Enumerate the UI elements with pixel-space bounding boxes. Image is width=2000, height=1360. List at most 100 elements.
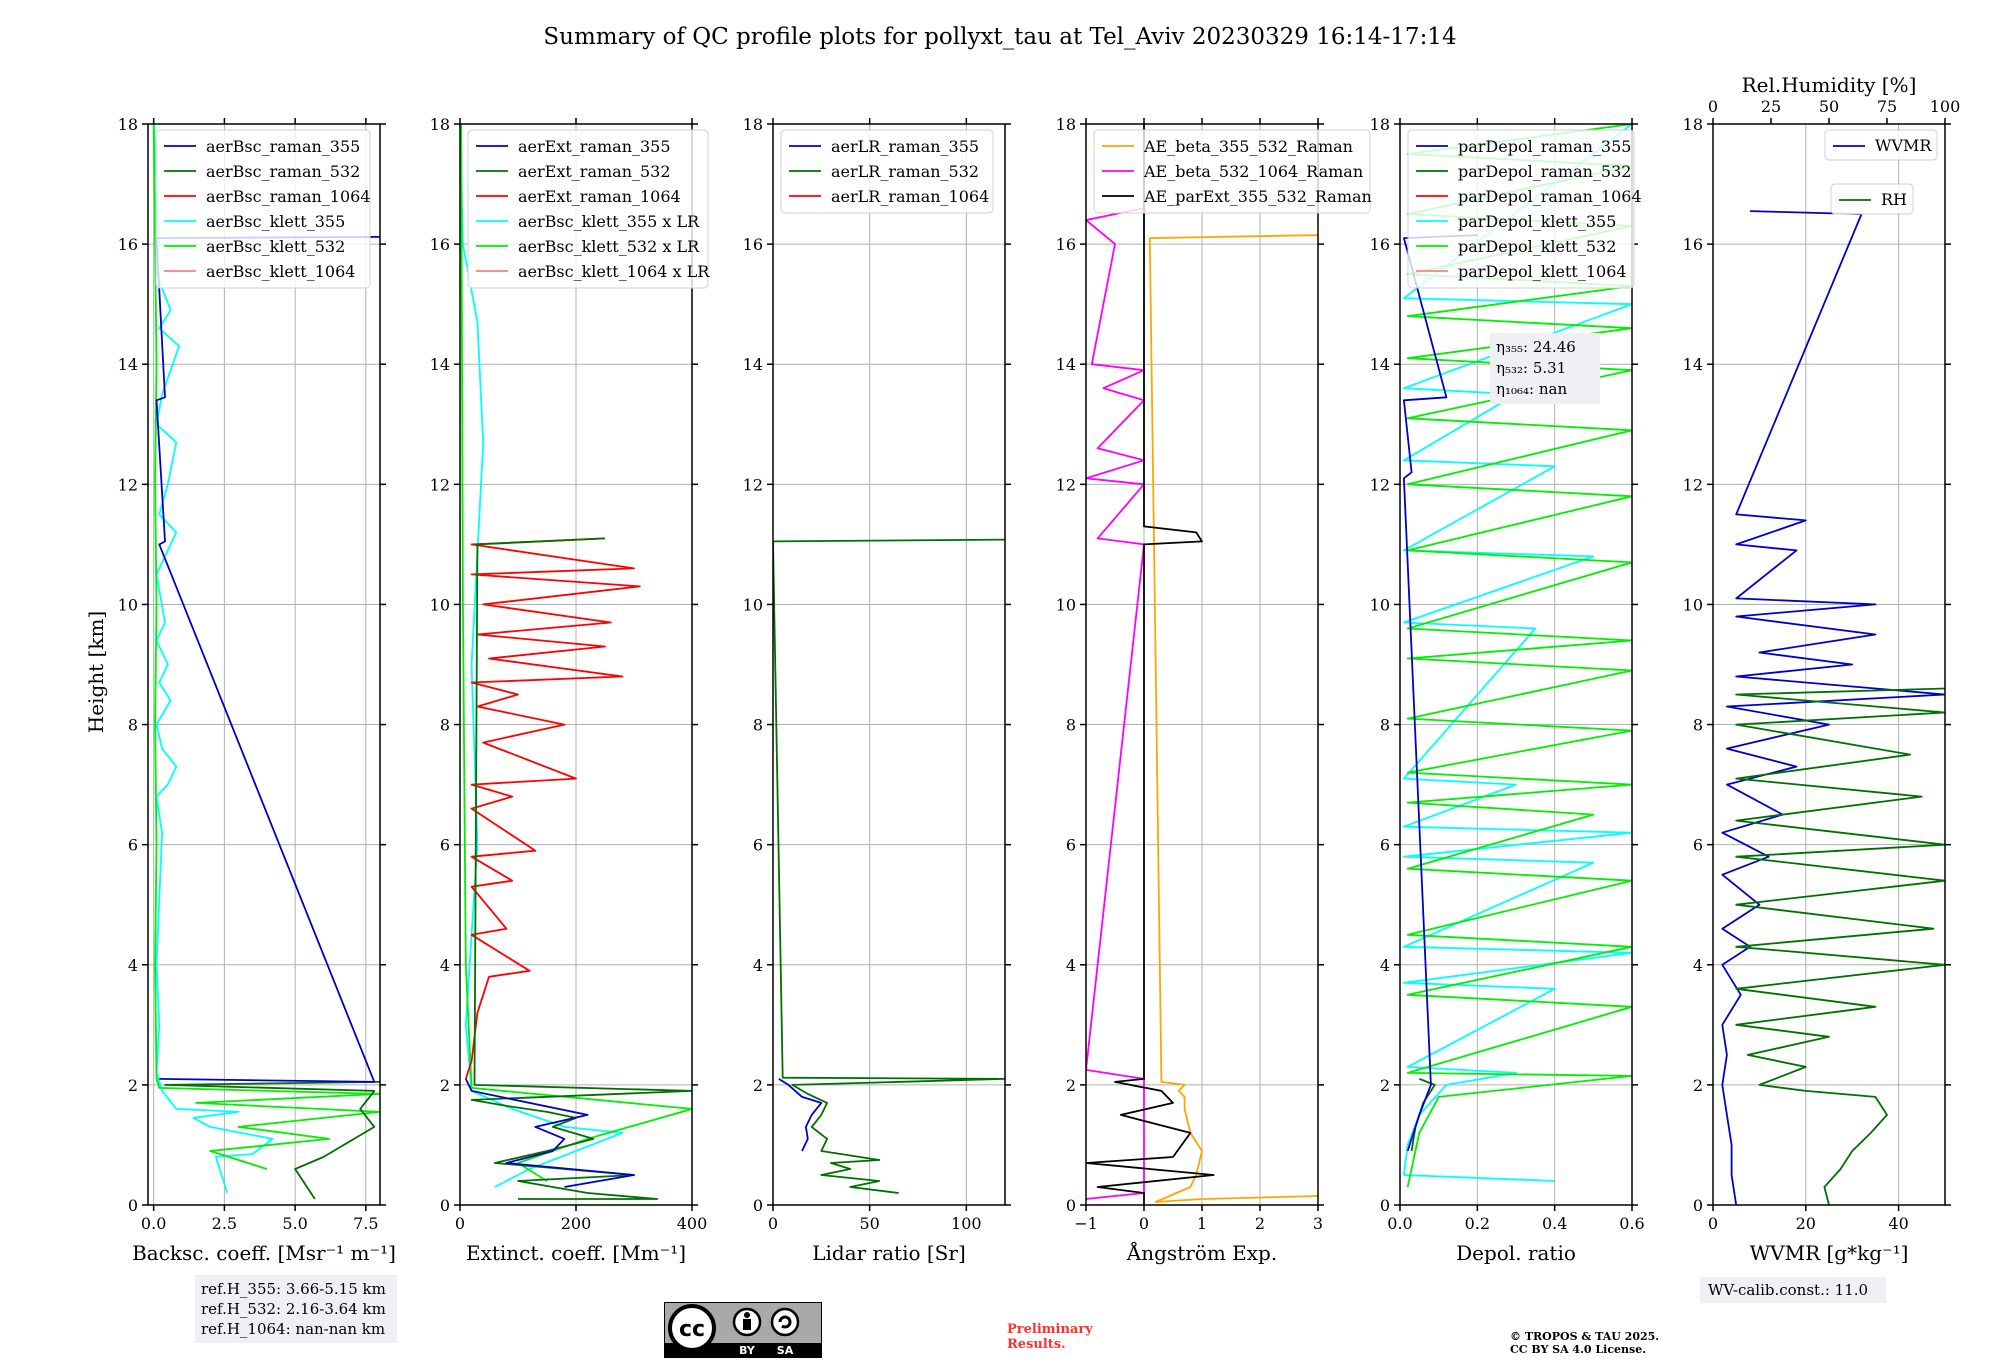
panel-extinction: 0 200 400 0 2 4 6 8 10 12 14 16 18 Extinct. coeff. [M… (430, 115, 711, 1265)
preliminary-notice: Preliminary Results. (1007, 1322, 1093, 1352)
x-tick-label: 0.0 (1387, 1214, 1412, 1233)
x-tick-label: 50 (859, 1214, 879, 1233)
y-tick-label: 8 (128, 716, 138, 735)
x-tick-label: 0 (768, 1214, 778, 1233)
secondary-x-tick-label: 75 (1877, 97, 1897, 116)
panel-backscatter: 0.0 2.5 5.0 7.5 0 2 4 6 8 10 12 14 16 18 Backsc. coeff… (118, 115, 396, 1265)
y-tick-label: 2 (1066, 1076, 1076, 1095)
legend-label-AE_beta_532_1064_Raman: AE_beta_532_1064_Raman (1143, 162, 1363, 181)
legend-box (1824, 129, 1938, 161)
series-parDepol_klett_355 (1403, 124, 1632, 1182)
x-tick-label: 20 (1796, 1214, 1816, 1233)
plot-frame (1399, 123, 1633, 1206)
cc-logo-icon (668, 1304, 716, 1352)
y-tick-label: 16 (743, 235, 763, 254)
y-tick-label: 14 (743, 355, 763, 374)
sa-share-icon (770, 1307, 800, 1337)
secondary-x-tick-label: 0 (1708, 97, 1718, 116)
legend-label-parDepol_klett_532: parDepol_klett_532 (1458, 237, 1616, 256)
y-tick-label: 6 (1380, 836, 1390, 855)
legend-label-aerBsc_raman_1064: aerBsc_raman_1064 (206, 187, 371, 206)
y-tick-label: 8 (1380, 716, 1390, 735)
series-aerBsc_klett_355 x LR (460, 124, 624, 1188)
y-tick-label: 10 (743, 595, 763, 614)
wv-calib-const: WV-calib.const.: 11.0 (1708, 1281, 1869, 1299)
y-tick-label: 12 (1370, 475, 1390, 494)
x-tick-label: 7.5 (353, 1214, 378, 1233)
y-tick-label: 8 (440, 716, 450, 735)
cc-by-sa-badge: cc BY SA (664, 1302, 822, 1358)
x-tick-label: 40 (1888, 1214, 1908, 1233)
series-aerBsc_raman_355 (155, 236, 380, 1083)
legend-label-aerBsc_klett_1064: aerBsc_klett_1064 (206, 262, 355, 281)
x-axis-label: Depol. ratio (1456, 1241, 1576, 1265)
y-tick-label: 4 (1693, 956, 1703, 975)
y-tick-label: 14 (1056, 355, 1076, 374)
y-tick-label: 14 (1683, 355, 1703, 374)
legend: AE_beta_355_532_Raman AE_beta_532_1064_Ra… (1093, 129, 1372, 214)
y-tick-label: 12 (430, 475, 450, 494)
y-tick-label: 6 (1693, 836, 1703, 855)
legend-label-aerBsc_raman_532: aerBsc_raman_532 (206, 162, 360, 181)
y-tick-label: 4 (128, 956, 138, 975)
y-tick-label: 4 (1380, 956, 1390, 975)
y-tick-label: 0 (440, 1196, 450, 1215)
legend-box (1830, 183, 1914, 215)
series-AE_parExt_355_532_Raman (1086, 124, 1215, 1205)
wv-calib-box: WV-calib.const.: 11.0 (1700, 1277, 1886, 1303)
y-tick-label: 8 (1066, 716, 1076, 735)
legend-label-aerLR_raman_1064: aerLR_raman_1064 (831, 187, 989, 206)
copyright-line-1: © TROPOS & TAU 2025. (1510, 1330, 1660, 1343)
eta-355: η₃₅₅: 24.46 (1496, 338, 1576, 356)
legend: aerLR_raman_355 aerLR_raman_532 aerLR_rama… (780, 129, 994, 214)
copyright-notice: © TROPOS & TAU 2025. CC BY SA 4.0 Licens… (1510, 1330, 1659, 1356)
cc-logo-text: cc (679, 1317, 705, 1342)
ref-height-355: ref.H_355: 3.66-5.15 km (201, 1280, 386, 1298)
legend-label-parDepol_raman_355: parDepol_raman_355 (1458, 137, 1631, 156)
legend-box (780, 129, 994, 214)
series-parDepol_raman_355 (1403, 234, 1478, 1152)
y-tick-label: 6 (1066, 836, 1076, 855)
legend-label-AE_beta_355_532_Raman: AE_beta_355_532_Raman (1143, 137, 1353, 156)
y-tick-label: 10 (118, 595, 138, 614)
plot-frame (772, 123, 1006, 1206)
y-tick-label: 18 (1370, 115, 1390, 134)
legend-label-parDepol_raman_1064: parDepol_raman_1064 (1458, 187, 1642, 206)
series-WVMR (1721, 210, 1945, 1205)
series-aerExt_raman_532 (470, 537, 692, 1200)
x-tick-label: 100 (951, 1214, 982, 1233)
series-aerBsc_raman_532 (164, 1081, 380, 1200)
legend-box (467, 129, 709, 289)
y-tick-label: 14 (430, 355, 450, 374)
y-tick-label: 16 (1683, 235, 1703, 254)
y-tick-label: 8 (1693, 716, 1703, 735)
series-aerLR_raman_532 (773, 538, 1005, 1194)
x-tick-label: 1 (1197, 1214, 1207, 1233)
y-tick-label: 14 (118, 355, 138, 374)
panel-wvmr: 0 20 40 0 2 4 6 8 10 12 14 16 18 WVMR [g*kg⁻¹] 0 25 50 75… (1683, 73, 1961, 1265)
y-tick-label: 0 (128, 1196, 138, 1215)
series-aerBsc_klett_532 (152, 124, 380, 1170)
y-tick-label: 16 (1056, 235, 1076, 254)
y-tick-label: 12 (118, 475, 138, 494)
y-tick-label: 18 (743, 115, 763, 134)
y-tick-label: 2 (440, 1076, 450, 1095)
legend-label-aerBsc_klett_532 x LR: aerBsc_klett_532 x LR (518, 237, 700, 256)
ref-height-1064: ref.H_1064: nan-nan km (201, 1320, 386, 1338)
series-group (773, 538, 1005, 1194)
series-aerBsc_klett_532 x LR (460, 124, 692, 1182)
y-tick-label: 16 (1370, 235, 1390, 254)
y-tick-label: 16 (430, 235, 450, 254)
legend-label-aerExt_raman_532: aerExt_raman_532 (518, 162, 671, 181)
x-tick-label: 5.0 (282, 1214, 307, 1233)
y-tick-label: 18 (1056, 115, 1076, 134)
x-axis-label: Lidar ratio [Sr] (812, 1241, 966, 1265)
legend-label-parDepol_raman_532: parDepol_raman_532 (1458, 162, 1631, 181)
x-tick-label: 0.6 (1619, 1214, 1644, 1233)
y-axis-label: Height [km] (84, 611, 108, 733)
eta-1064: η₁₀₆₄: nan (1496, 380, 1568, 398)
x-tick-label: 0 (1139, 1214, 1149, 1233)
y-tick-label: 10 (1683, 595, 1703, 614)
y-tick-label: 12 (1683, 475, 1703, 494)
